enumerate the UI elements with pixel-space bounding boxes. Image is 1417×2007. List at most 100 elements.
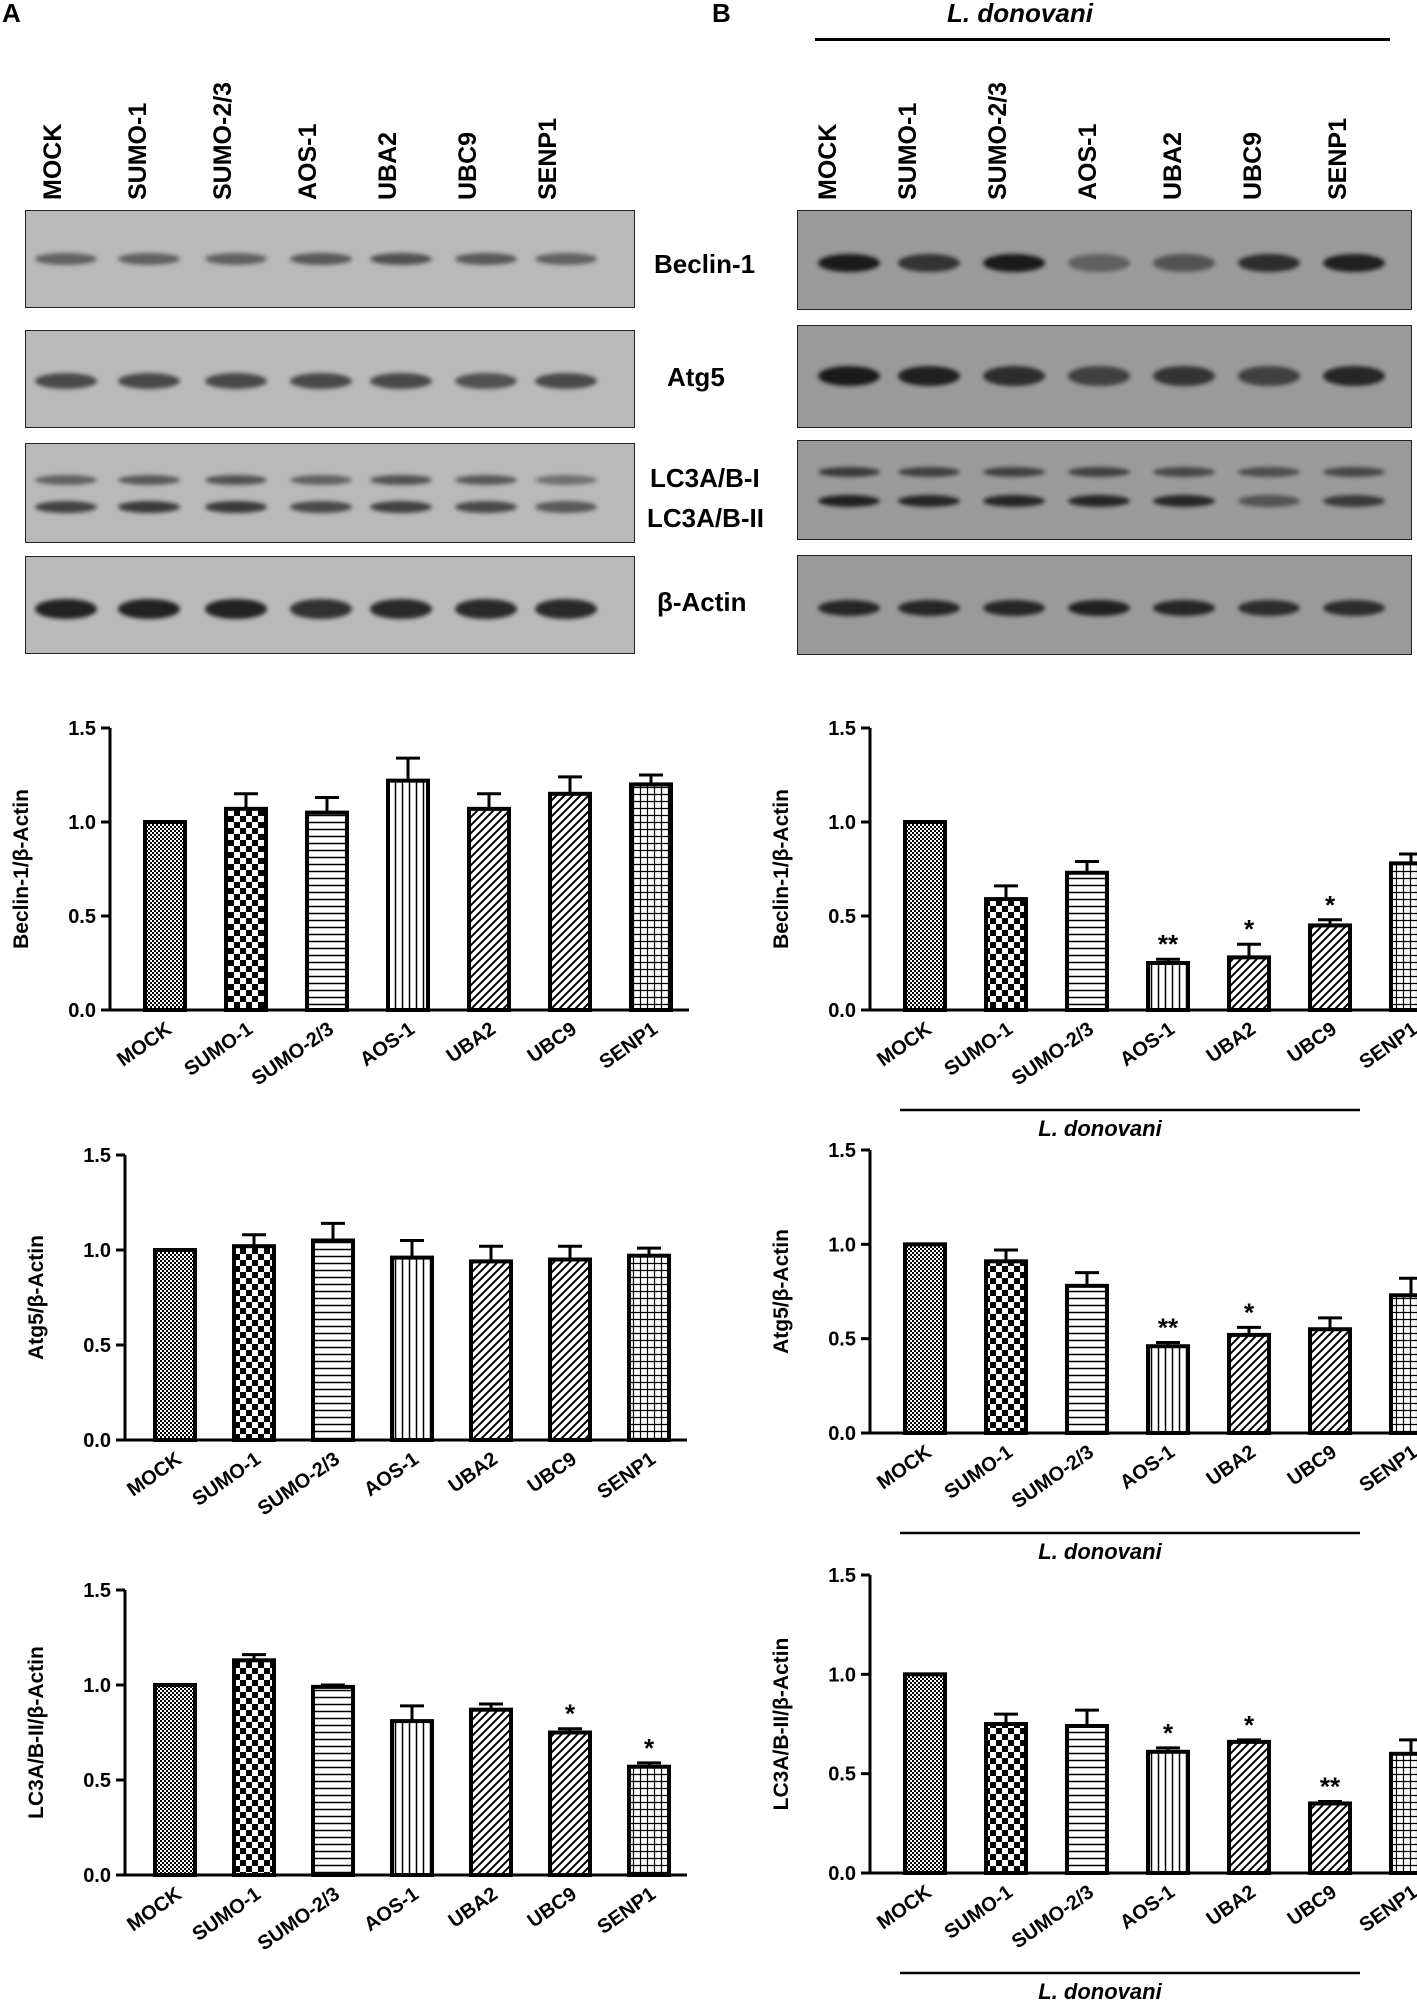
blot-band xyxy=(1153,600,1215,616)
significance-mark: * xyxy=(565,1699,576,1729)
bar-mock xyxy=(153,1248,197,1442)
bar-senp1 xyxy=(1389,1751,1417,1876)
x-tick-label: SENP1 xyxy=(596,1018,662,1074)
x-tick-label: UBA2 xyxy=(1203,1441,1260,1490)
blot-band xyxy=(818,366,880,386)
group-label: L. donovani xyxy=(1038,1979,1162,2004)
blot-band xyxy=(35,475,97,485)
blot-band xyxy=(535,253,597,265)
group-label: L. donovani xyxy=(1038,1116,1162,1141)
significance-mark: * xyxy=(1244,914,1255,944)
y-tick-label: 0.5 xyxy=(83,1335,111,1357)
blot-label-beclin-1: Beclin-1 xyxy=(654,249,756,279)
bar-uba2 xyxy=(469,1707,513,1877)
bar-sumo-2-3 xyxy=(311,1684,355,1878)
blot-band xyxy=(1068,467,1130,477)
y-tick-label: 1.5 xyxy=(828,1140,856,1162)
blot-band xyxy=(898,254,960,272)
blot-band xyxy=(290,599,352,619)
bar-sumo-2-3 xyxy=(1065,1723,1109,1876)
blot-band xyxy=(455,599,517,619)
blot-band xyxy=(1153,254,1215,272)
x-tick-label: SUMO-1 xyxy=(189,1883,265,1946)
x-tick-label: AOS-1 xyxy=(1116,1018,1179,1071)
y-tick-label: 1.5 xyxy=(828,1565,856,1587)
x-tick-label: SUMO-2/3 xyxy=(248,1018,338,1090)
blot-band xyxy=(1238,495,1300,507)
bar-senp1 xyxy=(627,1253,671,1442)
y-tick-label: 0.5 xyxy=(828,906,856,928)
y-tick-label: 0.0 xyxy=(828,1423,856,1445)
bar-senp1 xyxy=(1389,861,1417,1012)
blot-band xyxy=(118,599,180,619)
blot-band xyxy=(205,599,267,619)
bar-sumo-1 xyxy=(224,806,268,1013)
blot-band xyxy=(983,366,1045,386)
blot-a-atg5 xyxy=(25,330,635,428)
bar-aos-1 xyxy=(1146,961,1190,1012)
y-axis-label: Atg5/β-Actin xyxy=(25,1235,48,1360)
bar-uba2 xyxy=(467,806,511,1013)
chart-a1: 0.0 0.5 1.0 1.5 Beclin-1/β-Actin MOCK SUMO-1SU… xyxy=(10,718,689,1090)
blot-band xyxy=(1068,495,1130,507)
y-axis-label: LC3A/B-II/β-Actin xyxy=(25,1646,48,1819)
x-tick-label: UBC9 xyxy=(524,1448,581,1497)
chart-a2: 0.0 0.5 1.0 1.5 Atg5/β-Actin MOCK SUMO-1SUMO-2… xyxy=(25,1145,687,1520)
blot-band xyxy=(818,495,880,507)
x-tick-label: SENP1 xyxy=(1356,1018,1417,1074)
x-tick-label: SUMO-1 xyxy=(941,1441,1017,1504)
chart-b2: 0.0 0.5 1.0 1.5 Atg5/β-Actin MOCK SUMO-1SUMO-2… xyxy=(770,1140,1417,1564)
blot-band xyxy=(1323,495,1385,507)
bar-sumo-2-3 xyxy=(311,1238,355,1442)
blot-label-actin: β-Actin xyxy=(657,587,747,617)
blot-band xyxy=(370,501,432,513)
blot-band xyxy=(983,495,1045,507)
x-tick-label: UBA2 xyxy=(1203,1881,1260,1930)
blot-a-actin xyxy=(25,556,635,654)
y-tick-label: 0.5 xyxy=(828,1329,856,1351)
blot-b-lc3 xyxy=(797,440,1412,540)
x-tick-label: UBA2 xyxy=(1203,1018,1260,1067)
blot-label-lc3-ii: LC3A/B-II xyxy=(647,503,764,533)
y-axis-label: Beclin-1/β-Actin xyxy=(770,789,793,949)
blot-band xyxy=(1153,467,1215,477)
x-tick-label: SUMO-2/3 xyxy=(254,1883,344,1955)
x-tick-label: MOCK xyxy=(123,1883,186,1936)
bar-senp1 xyxy=(627,1764,671,1877)
y-tick-label: 0.0 xyxy=(83,1865,111,1887)
bar-senp1 xyxy=(1389,1293,1417,1435)
blot-band xyxy=(290,501,352,513)
x-tick-label: UBC9 xyxy=(1284,1441,1341,1490)
blot-band xyxy=(898,366,960,386)
bar-mock xyxy=(903,820,947,1012)
blot-band xyxy=(1068,600,1130,616)
x-tick-label: SENP1 xyxy=(594,1448,660,1504)
significance-mark: * xyxy=(1325,890,1336,920)
x-tick-label: SUMO-1 xyxy=(189,1448,265,1511)
blot-band xyxy=(290,373,352,389)
y-tick-label: 0.0 xyxy=(83,1430,111,1452)
blot-band xyxy=(35,373,97,389)
blot-band xyxy=(898,495,960,507)
blot-band xyxy=(1238,254,1300,272)
bar-senp1 xyxy=(629,782,673,1013)
infection-header: L. donovani xyxy=(947,0,1093,28)
blot-band xyxy=(455,373,517,389)
blot-band xyxy=(118,501,180,513)
y-tick-label: 1.0 xyxy=(83,1675,111,1697)
blot-band xyxy=(205,253,267,265)
x-tick-label: MOCK xyxy=(873,1881,936,1934)
bar-aos-1 xyxy=(390,1255,434,1442)
x-tick-label: MOCK xyxy=(873,1441,936,1494)
x-tick-label: AOS-1 xyxy=(356,1018,419,1071)
x-tick-label: UBA2 xyxy=(443,1018,500,1067)
x-tick-label: SENP1 xyxy=(594,1883,660,1939)
y-axis-label: LC3A/B-II/β-Actin xyxy=(770,1638,793,1811)
blot-band xyxy=(818,600,880,616)
blot-band xyxy=(535,475,597,485)
blot-band xyxy=(118,373,180,389)
group-label: L. donovani xyxy=(1038,1539,1162,1564)
